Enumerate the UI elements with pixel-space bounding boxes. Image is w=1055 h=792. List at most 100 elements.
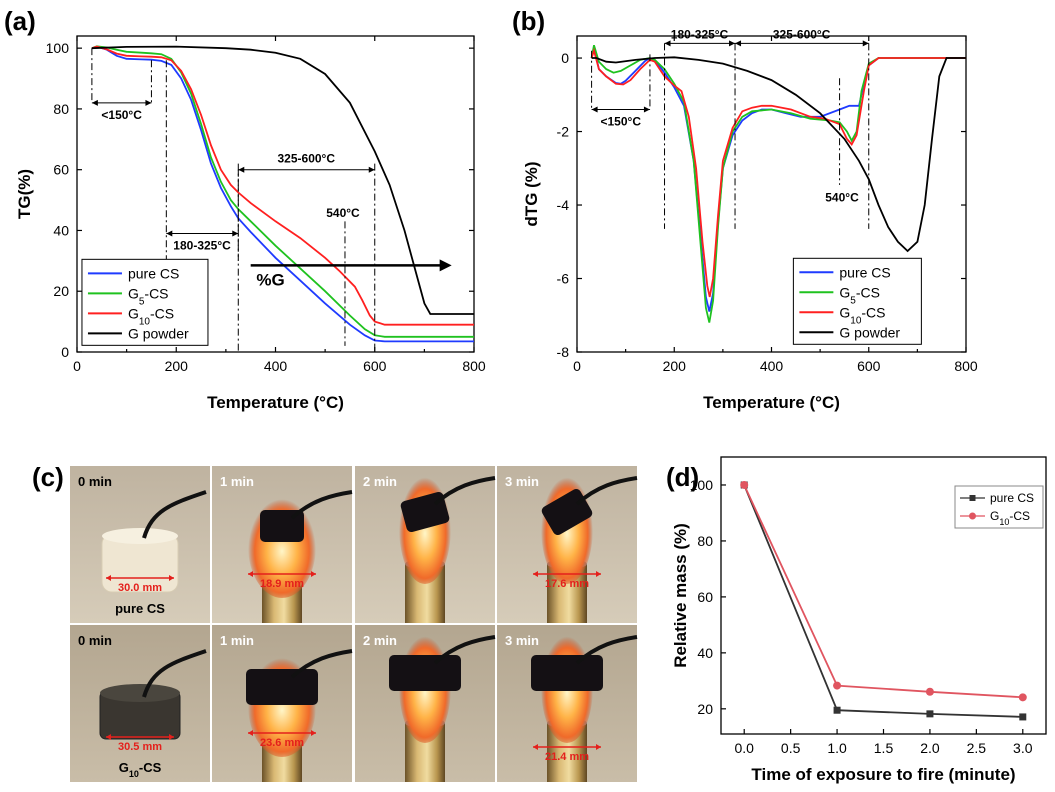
y-tick-label-b: -6: [557, 271, 570, 287]
y-tick-label-a: 20: [53, 283, 69, 299]
charred-sample: [246, 669, 318, 705]
range-below-150-arrowhead-right: [643, 106, 650, 113]
series-line-a-pure-cs: [91, 45, 474, 343]
panel-label-a: (a): [4, 6, 36, 36]
data-point-d-pure-cs: [833, 706, 841, 714]
sample-top: [100, 684, 180, 702]
chart-a-tg: 0 200 400 600 800 0 20 40 60 80 100 Temperature (°C…: [15, 35, 486, 412]
y-axis-label-a: TG(%): [15, 169, 34, 219]
y-tick-label-a: 100: [46, 40, 70, 56]
charred-sample: [531, 655, 603, 691]
range-below-150-arrowhead-right: [145, 99, 152, 106]
x-tick-label-b: 800: [954, 358, 978, 374]
time-label: 1 min: [220, 633, 254, 648]
data-point-d-g10-cs: [1018, 693, 1027, 702]
range-below-150-label: <150°C: [601, 114, 642, 128]
x-tick-label-a: 600: [363, 358, 387, 374]
measurement-arrowhead: [106, 734, 111, 740]
data-point-d-g10-cs: [740, 480, 749, 489]
panel-label-b: (b): [512, 6, 545, 36]
time-label: 1 min: [220, 474, 254, 489]
range-180-325-arrowhead-left: [664, 40, 671, 47]
y-tick-label-d: 80: [697, 533, 713, 549]
y-tick-label-b: 0: [561, 50, 569, 66]
y-tick-label-b: -2: [557, 124, 570, 140]
range-180-325-arrowhead-right: [729, 40, 736, 47]
data-point-d-g10-cs: [833, 681, 842, 690]
x-axis-label-b: Temperature (°C): [703, 393, 840, 412]
x-tick-label-d: 1.5: [874, 740, 894, 756]
time-label: 3 min: [505, 633, 539, 648]
range-below-150-arrowhead-left: [91, 99, 98, 106]
photo-pure-cs-0: 0 min 30.0 mm pure CS: [70, 466, 210, 623]
sample-caption: pure CS: [115, 601, 165, 616]
chart-b-dtg: 0 200 400 600 800 0 -2 -4 -6 -8 Temperature (°C) dT…: [522, 27, 978, 412]
tweezers: [142, 649, 207, 698]
range-below-150-label: <150°C: [101, 108, 142, 122]
x-tick-label-d: 2.5: [967, 740, 987, 756]
measurement-arrowhead: [311, 571, 316, 577]
range-below-150-arrowhead-left: [591, 106, 598, 113]
y-tick-label-a: 80: [53, 101, 69, 117]
measurement-arrowhead: [311, 730, 316, 736]
x-tick-label-d: 0.5: [781, 740, 801, 756]
percent-g-arrowhead: [439, 259, 452, 272]
x-tick-label-d: 0.0: [734, 740, 754, 756]
data-point-d-pure-cs: [1019, 713, 1027, 721]
measurement-arrowhead: [169, 575, 174, 581]
measurement-arrowhead: [533, 571, 538, 577]
measurement-label: 30.5 mm: [118, 741, 162, 753]
range-325-600-label: 325-600°C: [773, 27, 831, 41]
y-tick-label-d: 20: [697, 701, 713, 717]
legend-entry-d: pure CS: [990, 491, 1034, 505]
measurement-label: 18.9 mm: [260, 578, 304, 590]
photo-g10-cs-2: 2 min: [355, 625, 496, 782]
measurement-label: 21.4 mm: [545, 751, 589, 763]
photo-g10-cs-3: 3 min 21.4 mm: [497, 625, 638, 782]
peak-540-label: 540°C: [326, 206, 360, 220]
x-axis-label-a: Temperature (°C): [207, 393, 344, 412]
y-axis-label-b: dTG (%): [522, 161, 541, 226]
legend-marker-circle: [969, 512, 976, 520]
tweezers: [575, 635, 638, 665]
measurement-arrowhead: [248, 571, 253, 577]
range-180-325-arrowhead-left: [166, 230, 173, 237]
measurement-arrowhead: [596, 744, 601, 750]
panel-label-c: (c): [32, 462, 64, 492]
range-325-600-arrowhead-right: [368, 166, 375, 173]
range-325-600-arrowhead-left: [238, 166, 245, 173]
data-point-d-g10-cs: [925, 687, 934, 696]
tweezers: [290, 649, 353, 679]
chart-d-relative-mass: 0.0 0.5 1.0 1.5 2.0 2.5 3.0 20 40 60 80 100 Time of …: [671, 456, 1047, 784]
x-tick-label-d: 2.0: [920, 740, 940, 756]
series-line-a-g5-cs: [91, 45, 474, 338]
panel-label-d: (d): [666, 462, 699, 492]
y-tick-label-d: 60: [697, 589, 713, 605]
x-tick-label-b: 400: [760, 358, 784, 374]
y-tick-label-d: 40: [697, 645, 713, 661]
legend-entry-b: pure CS: [839, 264, 890, 280]
range-325-600-label: 325-600°C: [278, 152, 336, 166]
range-325-600-arrowhead-right: [862, 40, 869, 47]
series-line-d-pure-cs: [743, 484, 1023, 718]
x-axis-label-d: Time of exposure to fire (minute): [751, 765, 1015, 784]
y-tick-label-b: -8: [557, 344, 570, 360]
measurement-arrowhead: [248, 730, 253, 736]
tweezers: [433, 635, 496, 665]
time-label: 2 min: [363, 474, 397, 489]
peak-540-label: 540°C: [825, 190, 859, 204]
time-label: 3 min: [505, 474, 539, 489]
series-line-b-g5-cs: [590, 44, 966, 323]
time-label: 0 min: [78, 474, 112, 489]
measurement-label: 23.6 mm: [260, 737, 304, 749]
x-tick-label-a: 800: [462, 358, 486, 374]
range-180-325-label: 180-325°C: [173, 239, 231, 253]
photo-pure-cs-3: 3 min 17.6 mm: [497, 466, 638, 623]
tweezers: [290, 490, 353, 520]
y-tick-label-d: 100: [690, 477, 714, 493]
x-tick-label-a: 400: [264, 358, 288, 374]
range-180-325-label: 180-325°C: [671, 27, 729, 41]
legend-marker-square: [969, 495, 976, 501]
percent-g-label: %G: [256, 270, 284, 289]
